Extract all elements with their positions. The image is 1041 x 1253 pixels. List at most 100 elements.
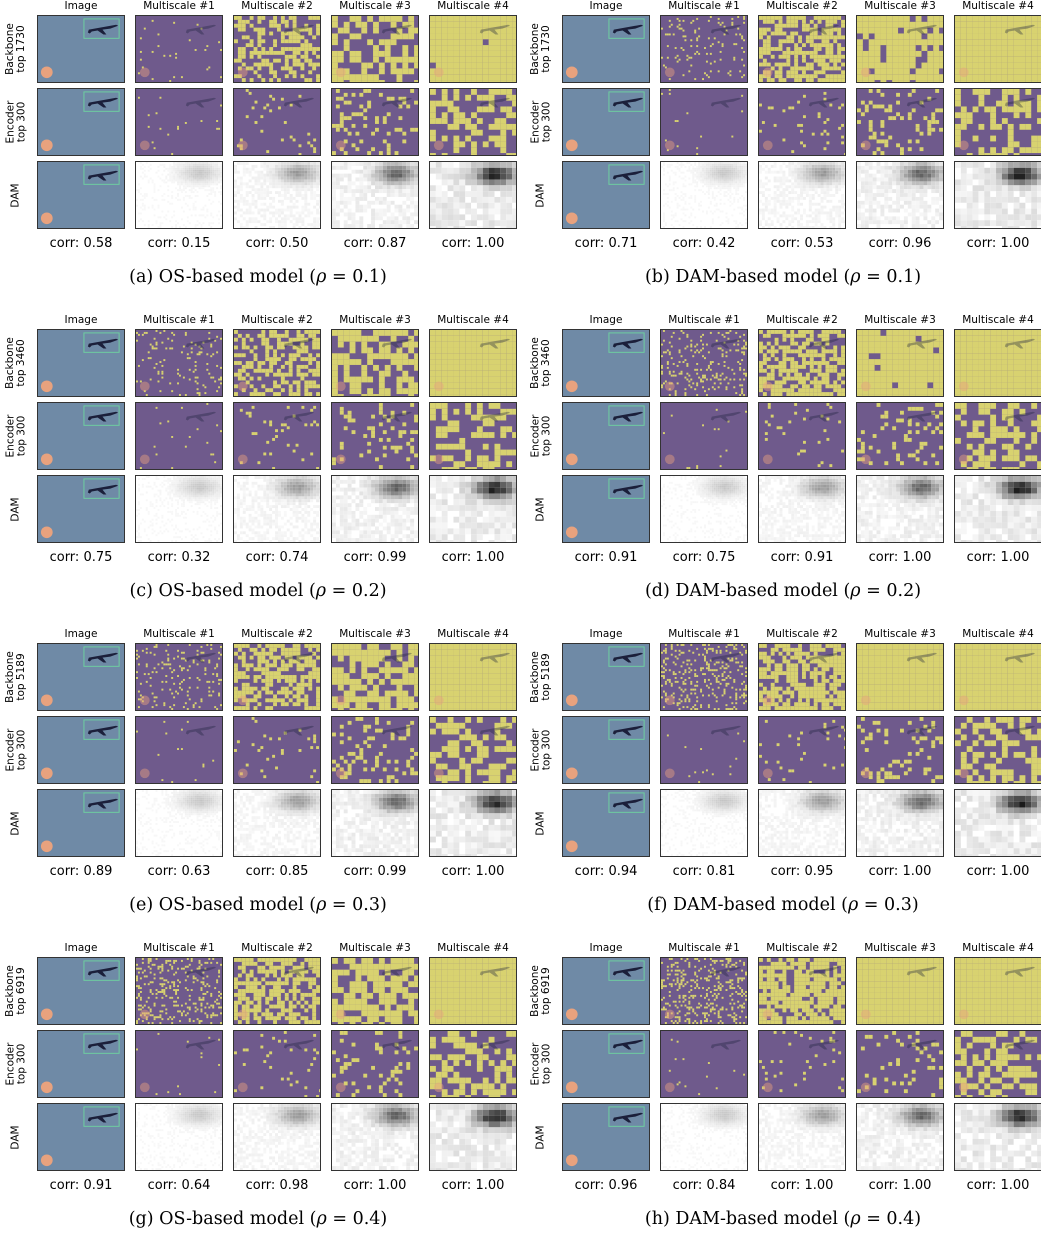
corr-value: corr: 0.98 — [225, 1178, 329, 1194]
encoder-mask-scale-1 — [660, 716, 748, 784]
backbone-mask-scale-1 — [660, 15, 748, 83]
moon — [566, 767, 578, 779]
moon — [566, 66, 578, 78]
column-header: Image — [37, 628, 125, 641]
moon — [566, 1081, 578, 1093]
corr-value: corr: 0.95 — [750, 864, 854, 880]
column-header: Multiscale #4 — [429, 942, 517, 955]
caption-label: (a) — [129, 267, 153, 287]
column-header: Multiscale #4 — [954, 0, 1041, 13]
column-header: Multiscale #2 — [233, 0, 321, 13]
dam-heatmap-scale-3 — [856, 789, 944, 857]
backbone-mask-scale-4 — [429, 957, 517, 1025]
caption-label: (b) — [645, 267, 670, 287]
column-header: Multiscale #2 — [758, 628, 846, 641]
input-image — [562, 402, 650, 470]
caption-rho: 0.4 — [886, 1209, 914, 1229]
column-header: Multiscale #1 — [135, 942, 223, 955]
column-header: Multiscale #3 — [856, 942, 944, 955]
column-header: Multiscale #3 — [331, 628, 419, 641]
rho-symbol: ρ — [316, 895, 326, 915]
dam-input-image — [562, 1103, 650, 1171]
corr-value: corr: 0.91 — [750, 550, 854, 566]
corr-value: corr: 1.00 — [946, 864, 1041, 880]
dam-heatmap-scale-2 — [758, 1103, 846, 1171]
column-header: Multiscale #2 — [233, 314, 321, 327]
column-header: Image — [37, 942, 125, 955]
moon-ghost — [140, 454, 150, 464]
moon — [566, 380, 578, 392]
dam-heatmap-scale-1 — [660, 1103, 748, 1171]
column-header: Multiscale #1 — [660, 628, 748, 641]
column-header: Image — [562, 942, 650, 955]
corr-value: corr: 0.91 — [29, 1178, 133, 1194]
backbone-mask-scale-3 — [856, 643, 944, 711]
backbone-mask-scale-3 — [331, 643, 419, 711]
moon-ghost — [861, 454, 871, 464]
moon-ghost — [665, 381, 675, 391]
input-image — [37, 1030, 125, 1098]
column-header: Multiscale #2 — [233, 942, 321, 955]
moon-ghost — [336, 381, 346, 391]
caption-label: (h) — [645, 1209, 670, 1229]
caption-model: OS-based model — [159, 1209, 304, 1229]
moon-ghost — [140, 768, 150, 778]
input-image — [562, 957, 650, 1025]
caption-model: DAM-based model — [675, 1209, 838, 1229]
corr-value: corr: 1.00 — [848, 550, 952, 566]
encoder-mask-scale-3 — [331, 716, 419, 784]
encoder-mask-scale-2 — [233, 1030, 321, 1098]
dam-heatmap-scale-4 — [954, 161, 1041, 229]
backbone-mask-scale-4 — [429, 329, 517, 397]
moon-ghost — [665, 140, 675, 150]
moon-ghost — [336, 695, 346, 705]
column-header: Multiscale #4 — [954, 942, 1041, 955]
encoder-mask-scale-1 — [660, 88, 748, 156]
moon-ghost — [140, 1082, 150, 1092]
row-label-text: DAM — [536, 183, 547, 207]
dam-heatmap-scale-3 — [331, 161, 419, 229]
column-header: Image — [562, 628, 650, 641]
dam-heatmap-scale-4 — [429, 789, 517, 857]
backbone-mask-scale-4 — [954, 15, 1041, 83]
caption-rho: 0.2 — [352, 581, 380, 601]
column-header: Multiscale #4 — [954, 314, 1041, 327]
corr-value: corr: 0.85 — [225, 864, 329, 880]
moon — [566, 526, 578, 538]
panel-caption: (e) OS-based model (ρ = 0.3) — [0, 894, 516, 916]
row-label-text: DAM — [536, 497, 547, 521]
row-label-dam: DAM — [525, 789, 557, 857]
row-label-dam: DAM — [0, 161, 32, 229]
rho-symbol: ρ — [316, 581, 326, 601]
input-image — [562, 15, 650, 83]
corr-value: corr: 0.84 — [652, 1178, 756, 1194]
dam-heatmap-scale-2 — [758, 475, 846, 543]
row-label-text: DAM — [11, 183, 22, 207]
caption-label: (e) — [129, 895, 153, 915]
moon-ghost — [763, 140, 773, 150]
moon-ghost — [861, 768, 871, 778]
corr-value: corr: 1.00 — [848, 864, 952, 880]
moon-ghost — [763, 454, 773, 464]
encoder-mask-scale-1 — [135, 716, 223, 784]
panel-caption: (d) DAM-based model (ρ = 0.2) — [525, 580, 1041, 602]
moon-ghost — [238, 140, 248, 150]
panel-caption: (h) DAM-based model (ρ = 0.4) — [525, 1208, 1041, 1230]
corr-value: corr: 0.74 — [225, 550, 329, 566]
column-header: Multiscale #1 — [660, 0, 748, 13]
backbone-mask-scale-3 — [331, 329, 419, 397]
moon-ghost — [959, 768, 969, 778]
column-header: Image — [562, 314, 650, 327]
row-label-text: DAM — [11, 497, 22, 521]
encoder-mask-scale-4 — [954, 716, 1041, 784]
